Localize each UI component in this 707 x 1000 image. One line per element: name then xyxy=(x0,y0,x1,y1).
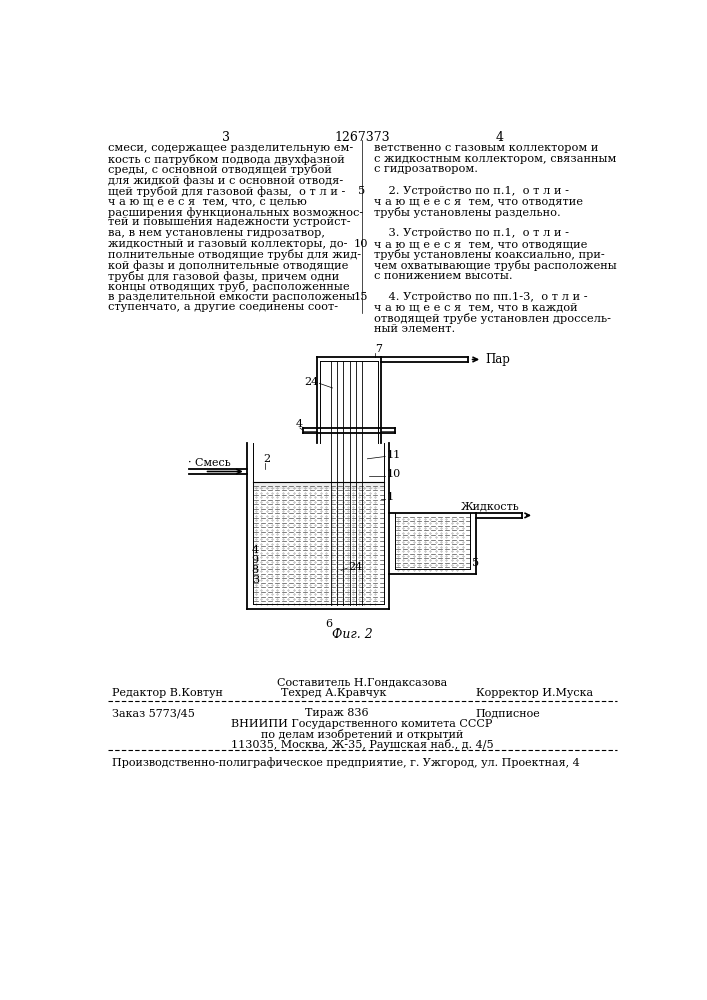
Text: Корректор И.Муска: Корректор И.Муска xyxy=(476,688,593,698)
Text: 5: 5 xyxy=(472,558,479,568)
Text: ч а ю щ е е с я  тем, что отводящие: ч а ю щ е е с я тем, что отводящие xyxy=(373,239,587,249)
Text: среды, с основной отводящей трубой: среды, с основной отводящей трубой xyxy=(107,164,332,175)
Text: чем охватывающие трубы расположены: чем охватывающие трубы расположены xyxy=(373,260,617,271)
Text: 10: 10 xyxy=(387,469,401,479)
Text: ч а ю щ е е с я  тем, что, с целью: ч а ю щ е е с я тем, что, с целью xyxy=(107,196,307,206)
Text: 24: 24 xyxy=(304,377,319,387)
Text: с понижением высоты.: с понижением высоты. xyxy=(373,271,512,281)
Text: Жидкость: Жидкость xyxy=(460,502,519,512)
Text: 3: 3 xyxy=(221,131,230,144)
Text: 8: 8 xyxy=(252,565,259,575)
Text: отводящей трубе установлен дроссель-: отводящей трубе установлен дроссель- xyxy=(373,313,611,324)
Text: 2. Устройство по п.1,  о т л и -: 2. Устройство по п.1, о т л и - xyxy=(373,186,568,196)
Text: жидкостный и газовый коллекторы, до-: жидкостный и газовый коллекторы, до- xyxy=(107,239,347,249)
Text: тей и повышения надежности устройст-: тей и повышения надежности устройст- xyxy=(107,217,351,227)
Text: ветственно с газовым коллектором и: ветственно с газовым коллектором и xyxy=(373,143,598,153)
Text: ва, в нем установлены гидрозатвор,: ва, в нем установлены гидрозатвор, xyxy=(107,228,325,238)
Text: 4: 4 xyxy=(296,419,303,429)
Text: кой фазы и дополнительные отводящие: кой фазы и дополнительные отводящие xyxy=(107,260,348,271)
Text: 3. Устройство по п.1,  о т л и -: 3. Устройство по п.1, о т л и - xyxy=(373,228,568,238)
Text: Производственно-полиграфическое предприятие, г. Ужгород, ул. Проектная, 4: Производственно-полиграфическое предприя… xyxy=(112,758,579,768)
Text: Пар: Пар xyxy=(485,353,510,366)
Text: 11: 11 xyxy=(387,450,401,460)
Text: 4: 4 xyxy=(252,545,259,555)
Text: ч а ю щ е е с я  тем, что в каждой: ч а ю щ е е с я тем, что в каждой xyxy=(373,302,577,312)
Text: трубы установлены коаксиально, при-: трубы установлены коаксиально, при- xyxy=(373,249,604,260)
Text: Составитель Н.Гондаксазова: Составитель Н.Гондаксазова xyxy=(277,677,447,687)
Text: 9: 9 xyxy=(252,555,259,565)
Text: в разделительной емкости расположены: в разделительной емкости расположены xyxy=(107,292,355,302)
Text: для жидкой фазы и с основной отводя-: для жидкой фазы и с основной отводя- xyxy=(107,175,343,186)
Text: Тираж 836: Тираж 836 xyxy=(305,708,369,718)
Text: · Смесь: · Смесь xyxy=(187,458,230,468)
Text: 6: 6 xyxy=(325,619,332,629)
Text: концы отводящих труб, расположенные: концы отводящих труб, расположенные xyxy=(107,281,349,292)
Text: с жидкостным коллектором, связанным: с жидкостным коллектором, связанным xyxy=(373,154,616,164)
Text: трубы установлены раздельно.: трубы установлены раздельно. xyxy=(373,207,561,218)
Text: 24: 24 xyxy=(348,562,362,572)
Text: щей трубой для газовой фазы,  о т л и -: щей трубой для газовой фазы, о т л и - xyxy=(107,186,345,197)
Text: кость с патрубком подвода двухфазной: кость с патрубком подвода двухфазной xyxy=(107,154,344,165)
Text: 3: 3 xyxy=(252,575,259,585)
Text: ступенчато, а другие соединены соот-: ступенчато, а другие соединены соот- xyxy=(107,302,338,312)
Text: Подписное: Подписное xyxy=(476,708,541,718)
Text: Фиг. 2: Фиг. 2 xyxy=(332,628,373,641)
Text: Техред А.Кравчук: Техред А.Кравчук xyxy=(281,688,386,698)
Text: 1: 1 xyxy=(387,492,394,502)
Text: полнительные отводящие трубы для жид-: полнительные отводящие трубы для жид- xyxy=(107,249,361,260)
Text: по делам изобретений и открытий: по делам изобретений и открытий xyxy=(261,729,463,740)
Text: 2: 2 xyxy=(263,454,270,464)
Text: ч а ю щ е е с я  тем, что отводятие: ч а ю щ е е с я тем, что отводятие xyxy=(373,196,583,206)
Text: смеси, содержащее разделительную ем-: смеси, содержащее разделительную ем- xyxy=(107,143,353,153)
Text: с гидрозатвором.: с гидрозатвором. xyxy=(373,164,477,174)
Text: 5: 5 xyxy=(358,186,365,196)
Text: ный элемент.: ный элемент. xyxy=(373,324,455,334)
Text: Редактор В.Ковтун: Редактор В.Ковтун xyxy=(112,688,223,698)
Text: 7: 7 xyxy=(375,344,382,354)
Text: 15: 15 xyxy=(354,292,368,302)
Text: Заказ 5773/45: Заказ 5773/45 xyxy=(112,708,194,718)
Text: 1267373: 1267373 xyxy=(334,131,390,144)
Text: 113035, Москва, Ж-35, Раушская наб., д. 4/5: 113035, Москва, Ж-35, Раушская наб., д. … xyxy=(230,739,493,750)
Text: трубы для газовой фазы, причем одни: трубы для газовой фазы, причем одни xyxy=(107,271,339,282)
Text: 4. Устройство по пп.1-3,  о т л и -: 4. Устройство по пп.1-3, о т л и - xyxy=(373,292,588,302)
Text: 4: 4 xyxy=(495,131,503,144)
Text: 10: 10 xyxy=(354,239,368,249)
Text: ВНИИПИ Государственного комитета СССР: ВНИИПИ Государственного комитета СССР xyxy=(231,719,493,729)
Text: расширения функциональных возможнос-: расширения функциональных возможнос- xyxy=(107,207,363,218)
